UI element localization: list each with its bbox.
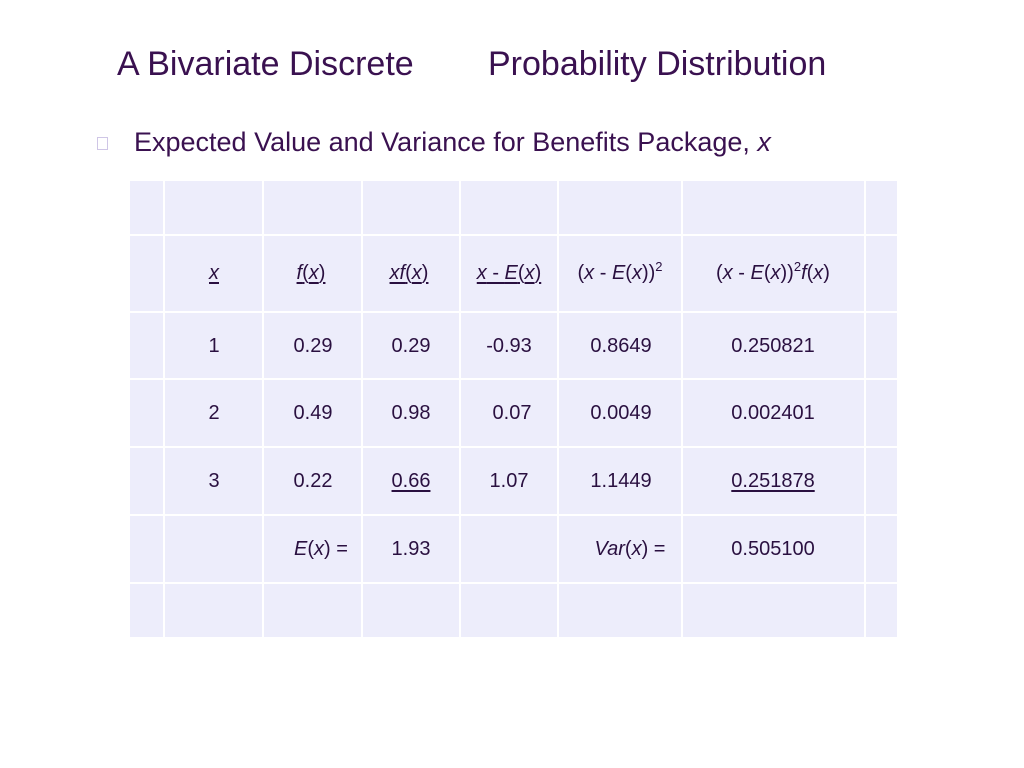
table-column-divider	[262, 181, 264, 637]
distribution-table: x f(x) xf(x) x - E(x) (x - E(x))2 (x - E…	[130, 181, 897, 637]
table-cell-squared-deviation: 1.1449	[590, 470, 652, 492]
table-column-divider	[864, 181, 866, 637]
header-deviation: x - E(x)	[476, 262, 542, 284]
table-cell-fx: 0.29	[293, 335, 333, 357]
slide-subtitle: Expected Value and Variance for Benefits…	[134, 125, 771, 159]
table-cell-xfx: 0.98	[391, 402, 431, 424]
header-squared-deviation: (x - E(x))2	[577, 259, 663, 284]
slide-title-part1: A Bivariate Discrete	[117, 45, 414, 83]
variance-label: Var(x) =	[594, 538, 666, 560]
subtitle-variable: x	[757, 127, 771, 157]
table-cell-weighted-squared-deviation: 0.002401	[731, 402, 815, 424]
table-cell-x: 1	[208, 335, 220, 357]
header-weighted-squared-deviation: (x - E(x))2f(x)	[716, 259, 830, 284]
expected-value-label: E(x) =	[294, 538, 348, 560]
table-row-divider	[130, 311, 897, 313]
slide-title-part2: Probability Distribution	[488, 45, 827, 83]
table-column-divider	[163, 181, 165, 637]
table-row-divider	[130, 582, 897, 584]
table-cell-deviation: -0.93	[486, 335, 532, 357]
bullet-square-icon	[97, 137, 108, 150]
header-fx: f(x)	[296, 262, 326, 284]
table-cell-xfx: 0.66	[391, 470, 431, 492]
table-cell-fx: 0.22	[293, 470, 333, 492]
table-cell-deviation: 0.07	[492, 402, 532, 424]
table-cell-x: 3	[208, 470, 220, 492]
table-row-divider	[130, 514, 897, 516]
table-cell-squared-deviation: 0.8649	[590, 335, 652, 357]
table-cell-fx: 0.49	[293, 402, 333, 424]
table-cell-squared-deviation: 0.0049	[590, 402, 652, 424]
header-x: x	[209, 262, 219, 284]
table-cell-x: 2	[208, 402, 220, 424]
table-column-divider	[459, 181, 461, 637]
table-cell-xfx: 0.29	[391, 335, 431, 357]
expected-value: 1.93	[391, 538, 431, 560]
table-cell-weighted-squared-deviation: 0.250821	[731, 335, 815, 357]
subtitle-text: Expected Value and Variance for Benefits…	[134, 127, 758, 157]
header-xfx: xf(x)	[389, 262, 429, 284]
table-column-divider	[681, 181, 683, 637]
table-row-divider	[130, 234, 897, 236]
table-row-divider	[130, 446, 897, 448]
table-row-divider	[130, 378, 897, 380]
table-column-divider	[557, 181, 559, 637]
table-cell-deviation: 1.07	[489, 470, 529, 492]
variance-value: 0.505100	[731, 538, 815, 560]
table-cell-weighted-squared-deviation: 0.251878	[731, 470, 815, 492]
table-column-divider	[361, 181, 363, 637]
